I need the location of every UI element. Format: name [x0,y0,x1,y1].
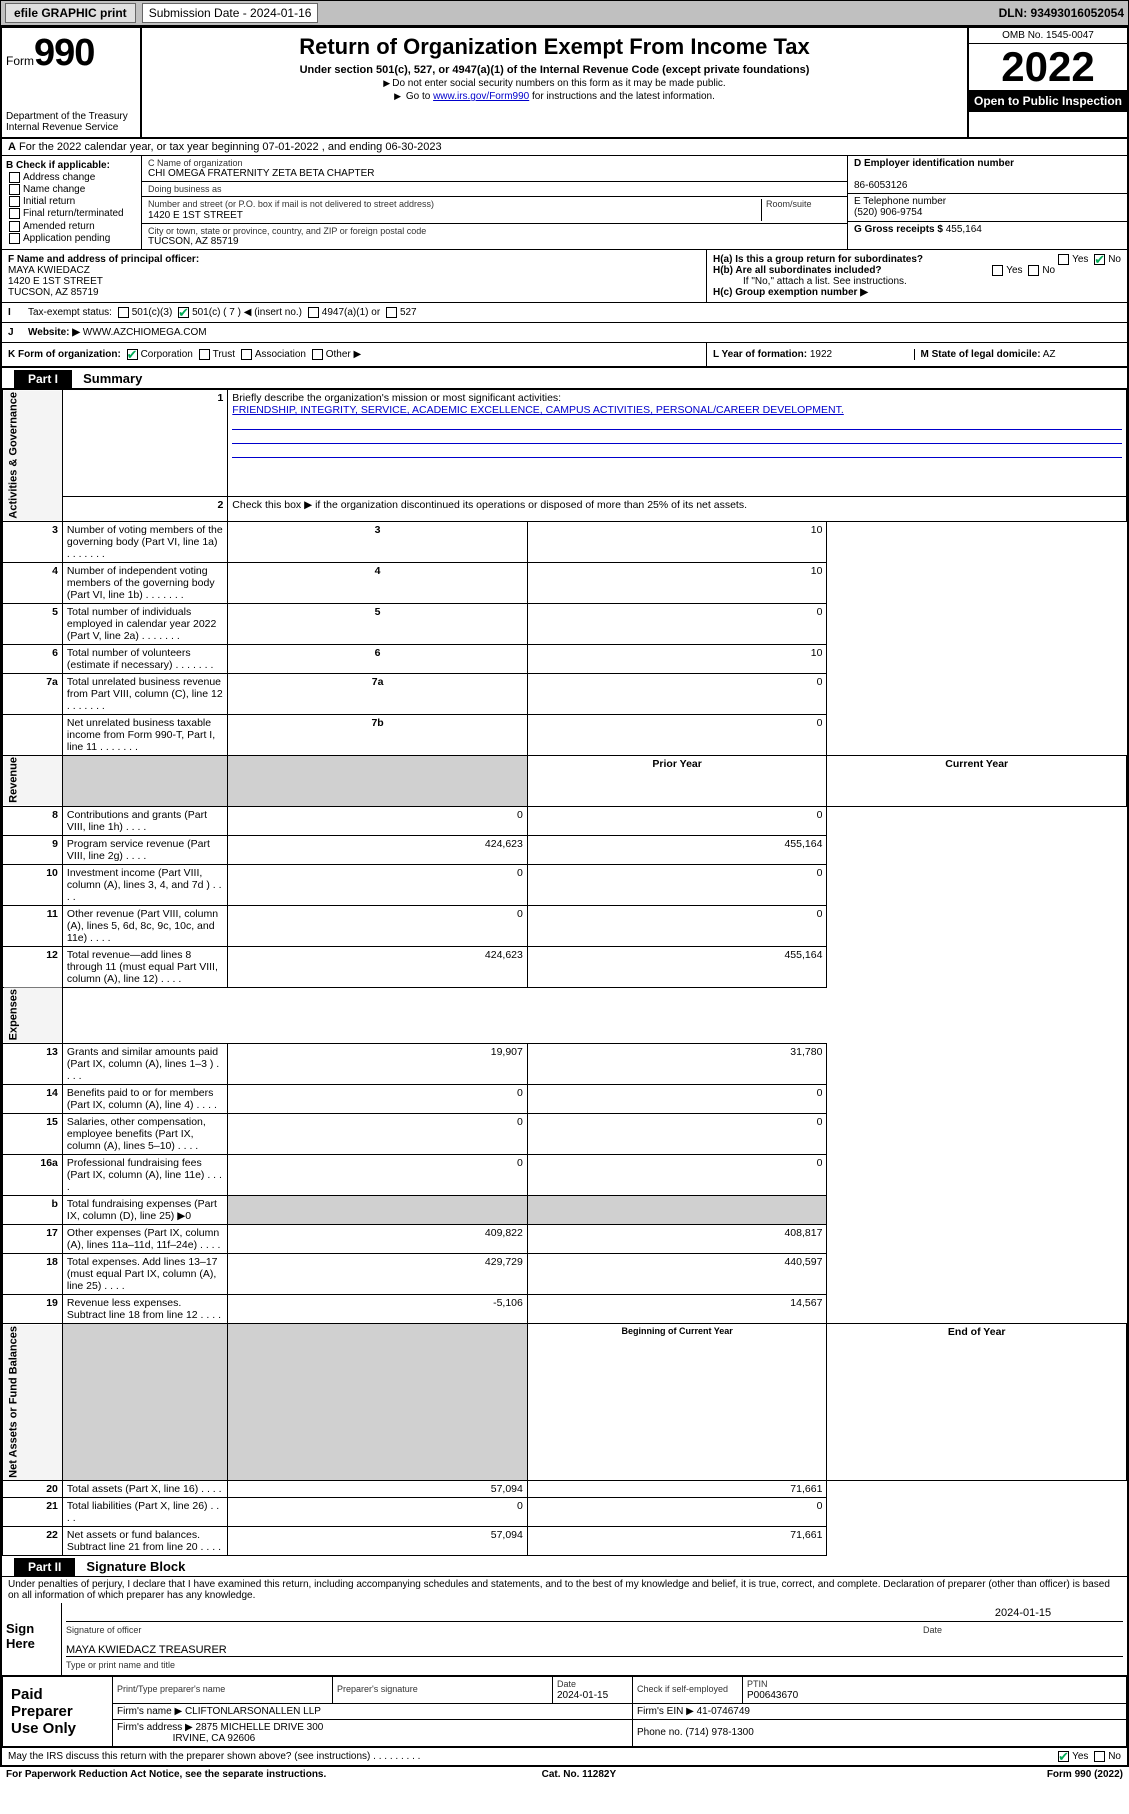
website: WWW.AZCHIOMEGA.COM [83,327,207,338]
chk-527[interactable] [386,307,397,318]
part2-header: Part II [14,1558,75,1576]
paid-preparer: Paid Preparer Use Only [3,1676,113,1746]
ein: 86-6053126 [854,180,907,191]
chk-amended[interactable] [9,221,20,232]
part1-header: Part I [14,370,72,388]
side-revenue: Revenue [3,755,63,806]
state-domicile: AZ [1043,349,1056,360]
chk-501c7[interactable] [178,307,189,318]
chk-address[interactable] [9,172,20,183]
year-formation: 1922 [810,349,832,360]
form-number: Form990 [6,32,136,75]
hb-yes[interactable] [992,265,1003,276]
firm-name: CLIFTONLARSONALLEN LLP [185,1706,321,1717]
irs-yes[interactable] [1058,1751,1069,1762]
ptin: P00643670 [747,1690,798,1701]
irs-link[interactable]: www.irs.gov/Form990 [433,91,529,102]
chk-501c3[interactable] [118,307,129,318]
org-address: 1420 E 1ST STREET [148,210,243,221]
officer-name: MAYA KWIEDACZ [8,265,90,276]
submission-date: Submission Date - 2024-01-16 [142,3,319,23]
chk-final[interactable] [9,208,20,219]
chk-assoc[interactable] [241,349,252,360]
sig-date: 2024-01-15 [923,1607,1123,1619]
chk-4947[interactable] [308,307,319,318]
firm-ein: 41-0746749 [697,1706,750,1717]
omb-number: OMB No. 1545-0047 [969,28,1127,44]
top-bar: efile GRAPHIC print Submission Date - 20… [0,0,1129,26]
chk-other[interactable] [312,349,323,360]
hb-no[interactable] [1028,265,1039,276]
chk-name[interactable] [9,184,20,195]
chk-initial[interactable] [9,196,20,207]
chk-trust[interactable] [199,349,210,360]
footer: For Paperwork Reduction Act Notice, see … [0,1767,1129,1782]
ha-no[interactable] [1094,254,1105,265]
side-netassets: Net Assets or Fund Balances [3,1324,63,1481]
firm-phone: (714) 978-1300 [685,1727,753,1738]
declaration: Under penalties of perjury, I declare th… [2,1577,1127,1603]
part2-title: Signature Block [78,1559,185,1574]
org-name: CHI OMEGA FRATERNITY ZETA BETA CHAPTER [148,168,841,179]
preparer-table: Paid Preparer Use Only Print/Type prepar… [2,1676,1127,1747]
tax-year: 2022 [969,44,1127,90]
summary-table: Activities & Governance 1 Briefly descri… [2,389,1127,1556]
open-inspection: Open to Public Inspection [969,90,1127,112]
org-city: TUCSON, AZ 85719 [148,236,841,247]
ha-yes[interactable] [1058,254,1069,265]
telephone: (520) 906-9754 [854,207,922,218]
chk-corp[interactable] [127,349,138,360]
form-title: Return of Organization Exempt From Incom… [152,34,957,60]
ssn-note: Do not enter social security numbers on … [152,78,957,89]
dept-treasury: Department of the Treasury Internal Reve… [6,111,136,133]
goto-note: Go to www.irs.gov/Form990 for instructio… [152,91,957,102]
mission-text: FRIENDSHIP, INTEGRITY, SERVICE, ACADEMIC… [232,404,844,416]
gross-receipts: 455,164 [946,224,982,235]
dln: DLN: 93493016052054 [999,6,1124,20]
part1-title: Summary [75,371,142,386]
officer-printed: MAYA KWIEDACZ TREASURER [66,1644,1123,1656]
form-subtitle: Under section 501(c), 527, or 4947(a)(1)… [152,64,957,76]
side-governance: Activities & Governance [3,390,63,522]
side-expenses: Expenses [3,987,63,1043]
chk-pending[interactable] [9,233,20,244]
col-b-checkboxes: B Check if applicable: Address change Na… [2,156,142,249]
irs-no[interactable] [1094,1751,1105,1762]
form-990: Form990 Department of the Treasury Inter… [0,26,1129,1767]
efile-btn[interactable]: efile GRAPHIC print [5,3,136,23]
sign-here: Sign Here [2,1603,62,1675]
firm-addr: 2875 MICHELLE DRIVE 300 [196,1722,324,1733]
section-a: A For the 2022 calendar year, or tax yea… [2,139,1127,156]
